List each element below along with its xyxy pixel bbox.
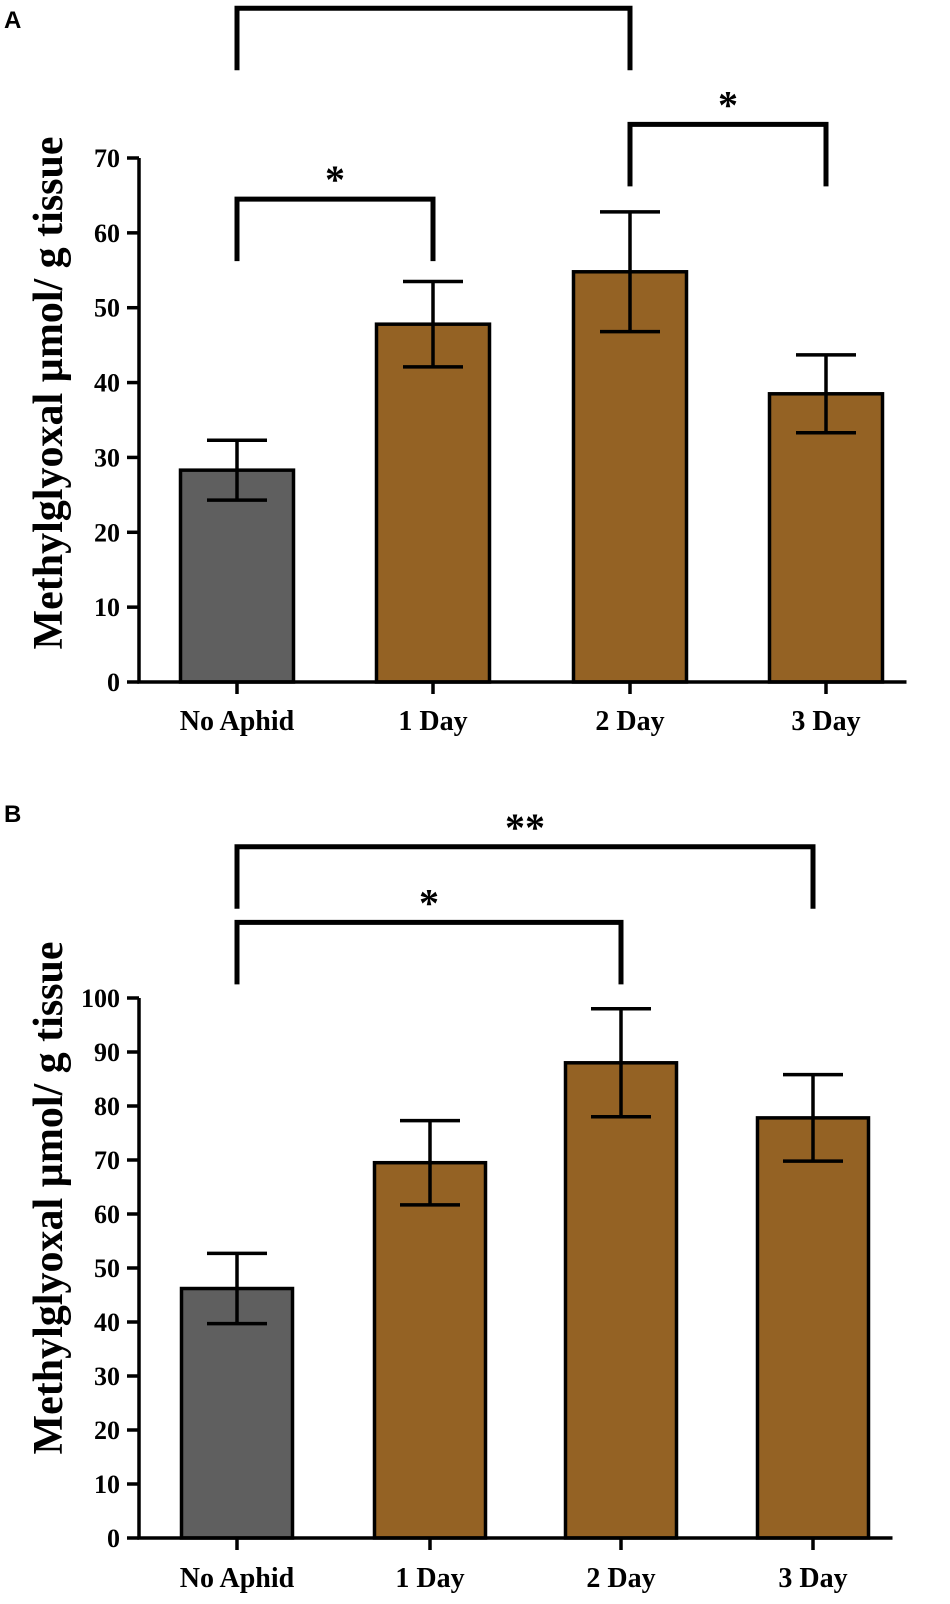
panel-a-significance-bracket-1: [234, 196, 436, 262]
panel-b-error-bar-4: [783, 1072, 843, 1163]
panel-a-x-tick-label-3: 2 Day: [595, 706, 664, 737]
panel-a-y-tick-label-50: 50: [94, 294, 120, 323]
panel-b-y-tick-label-70: 70: [94, 1146, 120, 1175]
panel-a-significance-bracket-2: [234, 5, 633, 71]
panel-b-y-tick-label-60: 60: [94, 1200, 120, 1229]
panel-b-x-tick-label-3: 2 Day: [586, 1563, 655, 1594]
panel-a-error-bar-2: [403, 279, 463, 369]
panel-b-x-tick-label-4: 3 Day: [778, 1563, 847, 1594]
panel-b-y-tick-label-30: 30: [94, 1362, 120, 1391]
panel-b-significance-label-1: *: [419, 880, 439, 925]
panel-a-y-tick-label-60: 60: [94, 219, 120, 248]
panel-b-y-tick-label-20: 20: [94, 1416, 120, 1445]
panel-a-x-tick-label-2: 1 Day: [398, 706, 467, 737]
panel-b-y-tick-label-90: 90: [94, 1038, 120, 1067]
panel-a-y-tick-label-0: 0: [107, 668, 120, 697]
panel-b-bar-2-day: [563, 1061, 679, 1540]
panel-a-y-tick-label-10: 10: [94, 593, 120, 622]
panel-b-bar-no-aphid: [179, 1286, 295, 1540]
panel-a: A Methylglyoxal µmol/ g tissue 0 10 20 30 40…: [4, 0, 907, 737]
panel-a-bar-3-day: [767, 392, 885, 684]
panel-a-significance-label-1: *: [325, 157, 345, 202]
panel-a-y-tick-label-40: 40: [94, 369, 120, 398]
panel-b-x-tick-label-1: No Aphid: [180, 1563, 295, 1594]
panel-a-error-bar-1: [207, 438, 267, 502]
panel-a-x-tick-label-4: 3 Day: [791, 706, 860, 737]
panel-b-y-tick-label-40: 40: [94, 1308, 120, 1337]
panel-b-bar-1-day: [372, 1160, 488, 1540]
panel-a-significance-label-2: ***: [404, 0, 464, 11]
panel-b-error-bar-2: [400, 1118, 460, 1207]
panel-a-error-bar-4: [796, 353, 856, 435]
panel-b-y-tick-label-10: 10: [94, 1470, 120, 1499]
panel-b-label: B: [4, 801, 21, 828]
panel-b-y-tick-label-80: 80: [94, 1092, 120, 1121]
panel-b-error-bar-1: [207, 1251, 267, 1326]
panel-b-x-tick-label-2: 1 Day: [395, 1563, 464, 1594]
panel-b-y-tick-label-100: 100: [81, 984, 120, 1013]
panel-a-label: A: [4, 7, 21, 34]
panel-a-significance-label-3: *: [718, 82, 738, 127]
panel-b-significance-label-2: **: [505, 805, 545, 850]
panel-a-bar-no-aphid: [178, 468, 296, 684]
panel-b-error-bar-3: [591, 1007, 651, 1119]
panel-a-y-tick-label-30: 30: [94, 443, 120, 472]
panel-a-x-tick-label-1: No Aphid: [180, 706, 295, 737]
panel-b-y-tick-label-0: 0: [107, 1524, 120, 1553]
panel-a-error-bar-3: [600, 210, 660, 334]
panel-b-bar-3-day: [755, 1116, 871, 1540]
panel-a-y-tick-label-70: 70: [94, 144, 120, 173]
panel-b-y-axis-title: Methylglyoxal µmol/ g tissue: [26, 941, 72, 1454]
panel-a-bar-1-day: [374, 322, 492, 684]
panel-b: B Methylglyoxal µmol/ g tissue 0 10 20 30 40…: [4, 801, 893, 1594]
panel-b-y-tick-label-50: 50: [94, 1254, 120, 1283]
panel-a-y-axis-title: Methylglyoxal µmol/ g tissue: [26, 136, 72, 649]
panel-b-significance-bracket-2: [234, 844, 816, 909]
panel-a-significance-bracket-3: [627, 121, 829, 187]
panel-b-significance-bracket-1: [234, 919, 624, 985]
panel-a-y-tick-label-20: 20: [94, 518, 120, 547]
